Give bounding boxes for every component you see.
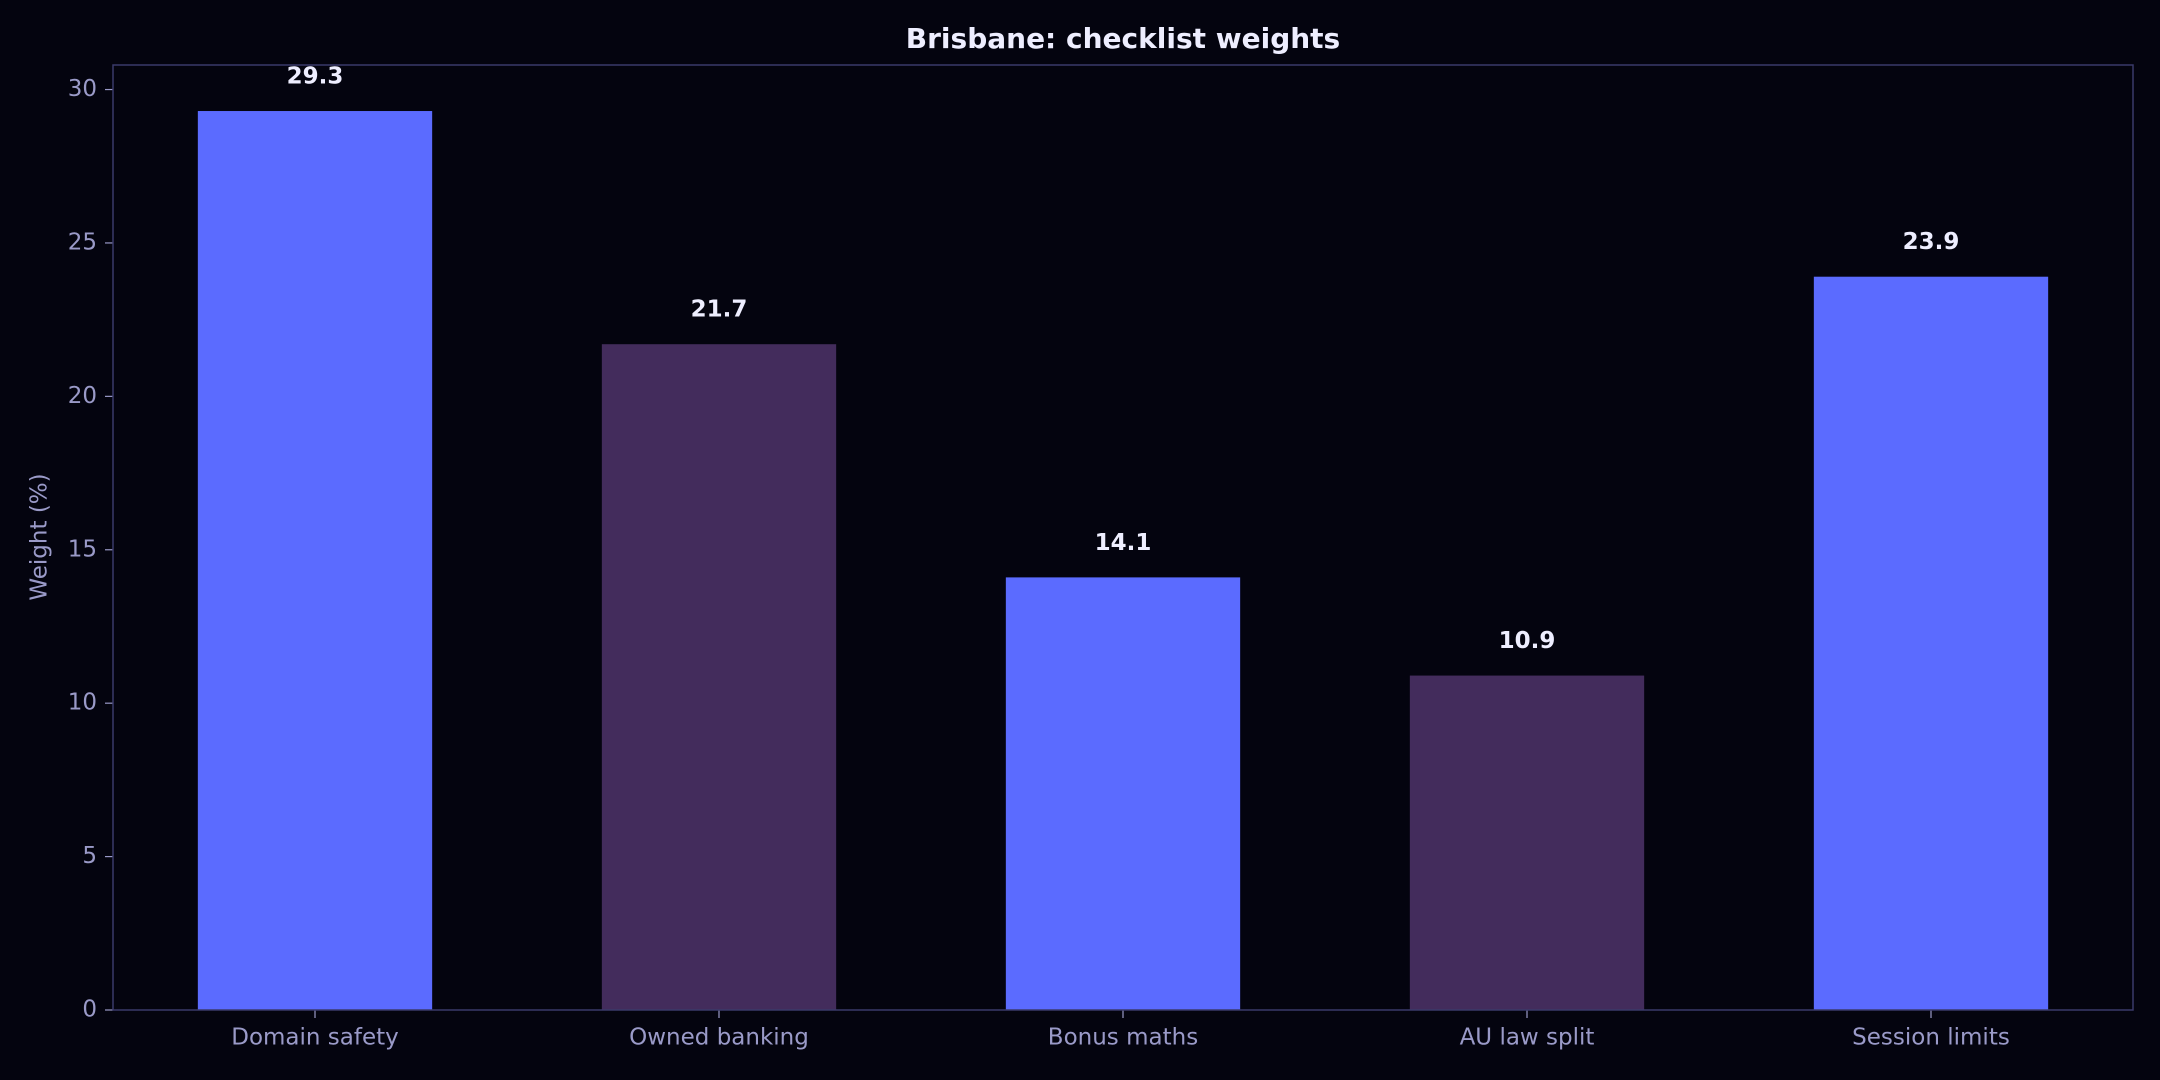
y-axis-label: Weight (%) bbox=[27, 473, 53, 600]
y-tick-label: 30 bbox=[68, 76, 97, 102]
value-label: 23.9 bbox=[1903, 229, 1960, 255]
chart-title: Brisbane: checklist weights bbox=[906, 22, 1340, 55]
y-tick-label: 10 bbox=[68, 690, 97, 716]
value-label: 14.1 bbox=[1095, 530, 1152, 556]
bar bbox=[1813, 276, 2049, 1010]
x-tick-label: Owned banking bbox=[629, 1025, 809, 1051]
y-tick-label: 5 bbox=[82, 843, 97, 869]
x-tick-label: Bonus maths bbox=[1048, 1025, 1198, 1051]
x-tick-label: Domain safety bbox=[231, 1025, 399, 1051]
value-label: 10.9 bbox=[1499, 628, 1556, 654]
bar bbox=[197, 111, 433, 1011]
y-tick-label: 25 bbox=[68, 229, 97, 255]
value-label: 21.7 bbox=[691, 297, 748, 323]
bar bbox=[1409, 675, 1645, 1010]
plot-border bbox=[112, 64, 2134, 1011]
bar bbox=[601, 344, 837, 1010]
bar bbox=[1005, 577, 1241, 1010]
y-tick-label: 20 bbox=[68, 383, 97, 409]
y-tick-label: 0 bbox=[82, 997, 97, 1023]
y-tick-label: 15 bbox=[68, 536, 97, 562]
x-tick-label: AU law split bbox=[1460, 1025, 1595, 1051]
value-label: 29.3 bbox=[287, 64, 344, 90]
x-tick-label: Session limits bbox=[1852, 1025, 2010, 1051]
